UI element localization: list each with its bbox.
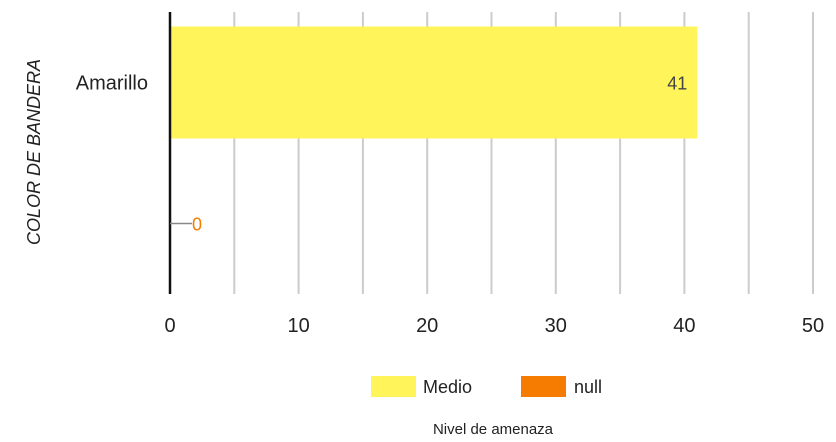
axes: 0 10 20 30 40 50 COLOR DE BANDERA <box>24 12 824 337</box>
x-tick-label: 10 <box>287 315 309 337</box>
legend-title: Nivel de amenaza <box>433 421 554 437</box>
x-tick-label: 40 <box>673 315 695 337</box>
data-label: 0 <box>192 215 202 235</box>
legend-label: null <box>574 377 602 397</box>
category-label: Amarillo <box>76 73 148 95</box>
bars <box>170 26 698 139</box>
x-tick-label: 50 <box>802 315 824 337</box>
x-tick-label: 0 <box>164 315 175 337</box>
data-label: 41 <box>667 74 687 94</box>
x-tick-label: 20 <box>416 315 438 337</box>
bar-Amarillo-Medio <box>170 26 698 139</box>
legend-label: Medio <box>423 377 472 397</box>
legend: Medio null Nivel de amenaza <box>371 376 602 438</box>
legend-swatch-null <box>521 376 566 397</box>
labels: 41 Amarillo 0 <box>76 73 688 235</box>
legend-swatch-Medio <box>371 376 416 397</box>
x-tick-label: 30 <box>545 315 567 337</box>
y-axis-title: COLOR DE BANDERA <box>24 59 44 245</box>
